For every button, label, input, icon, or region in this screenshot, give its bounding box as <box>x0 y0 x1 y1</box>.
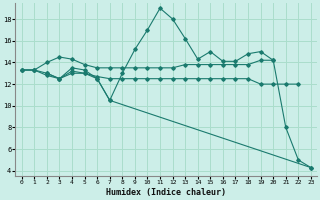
X-axis label: Humidex (Indice chaleur): Humidex (Indice chaleur) <box>106 188 226 197</box>
